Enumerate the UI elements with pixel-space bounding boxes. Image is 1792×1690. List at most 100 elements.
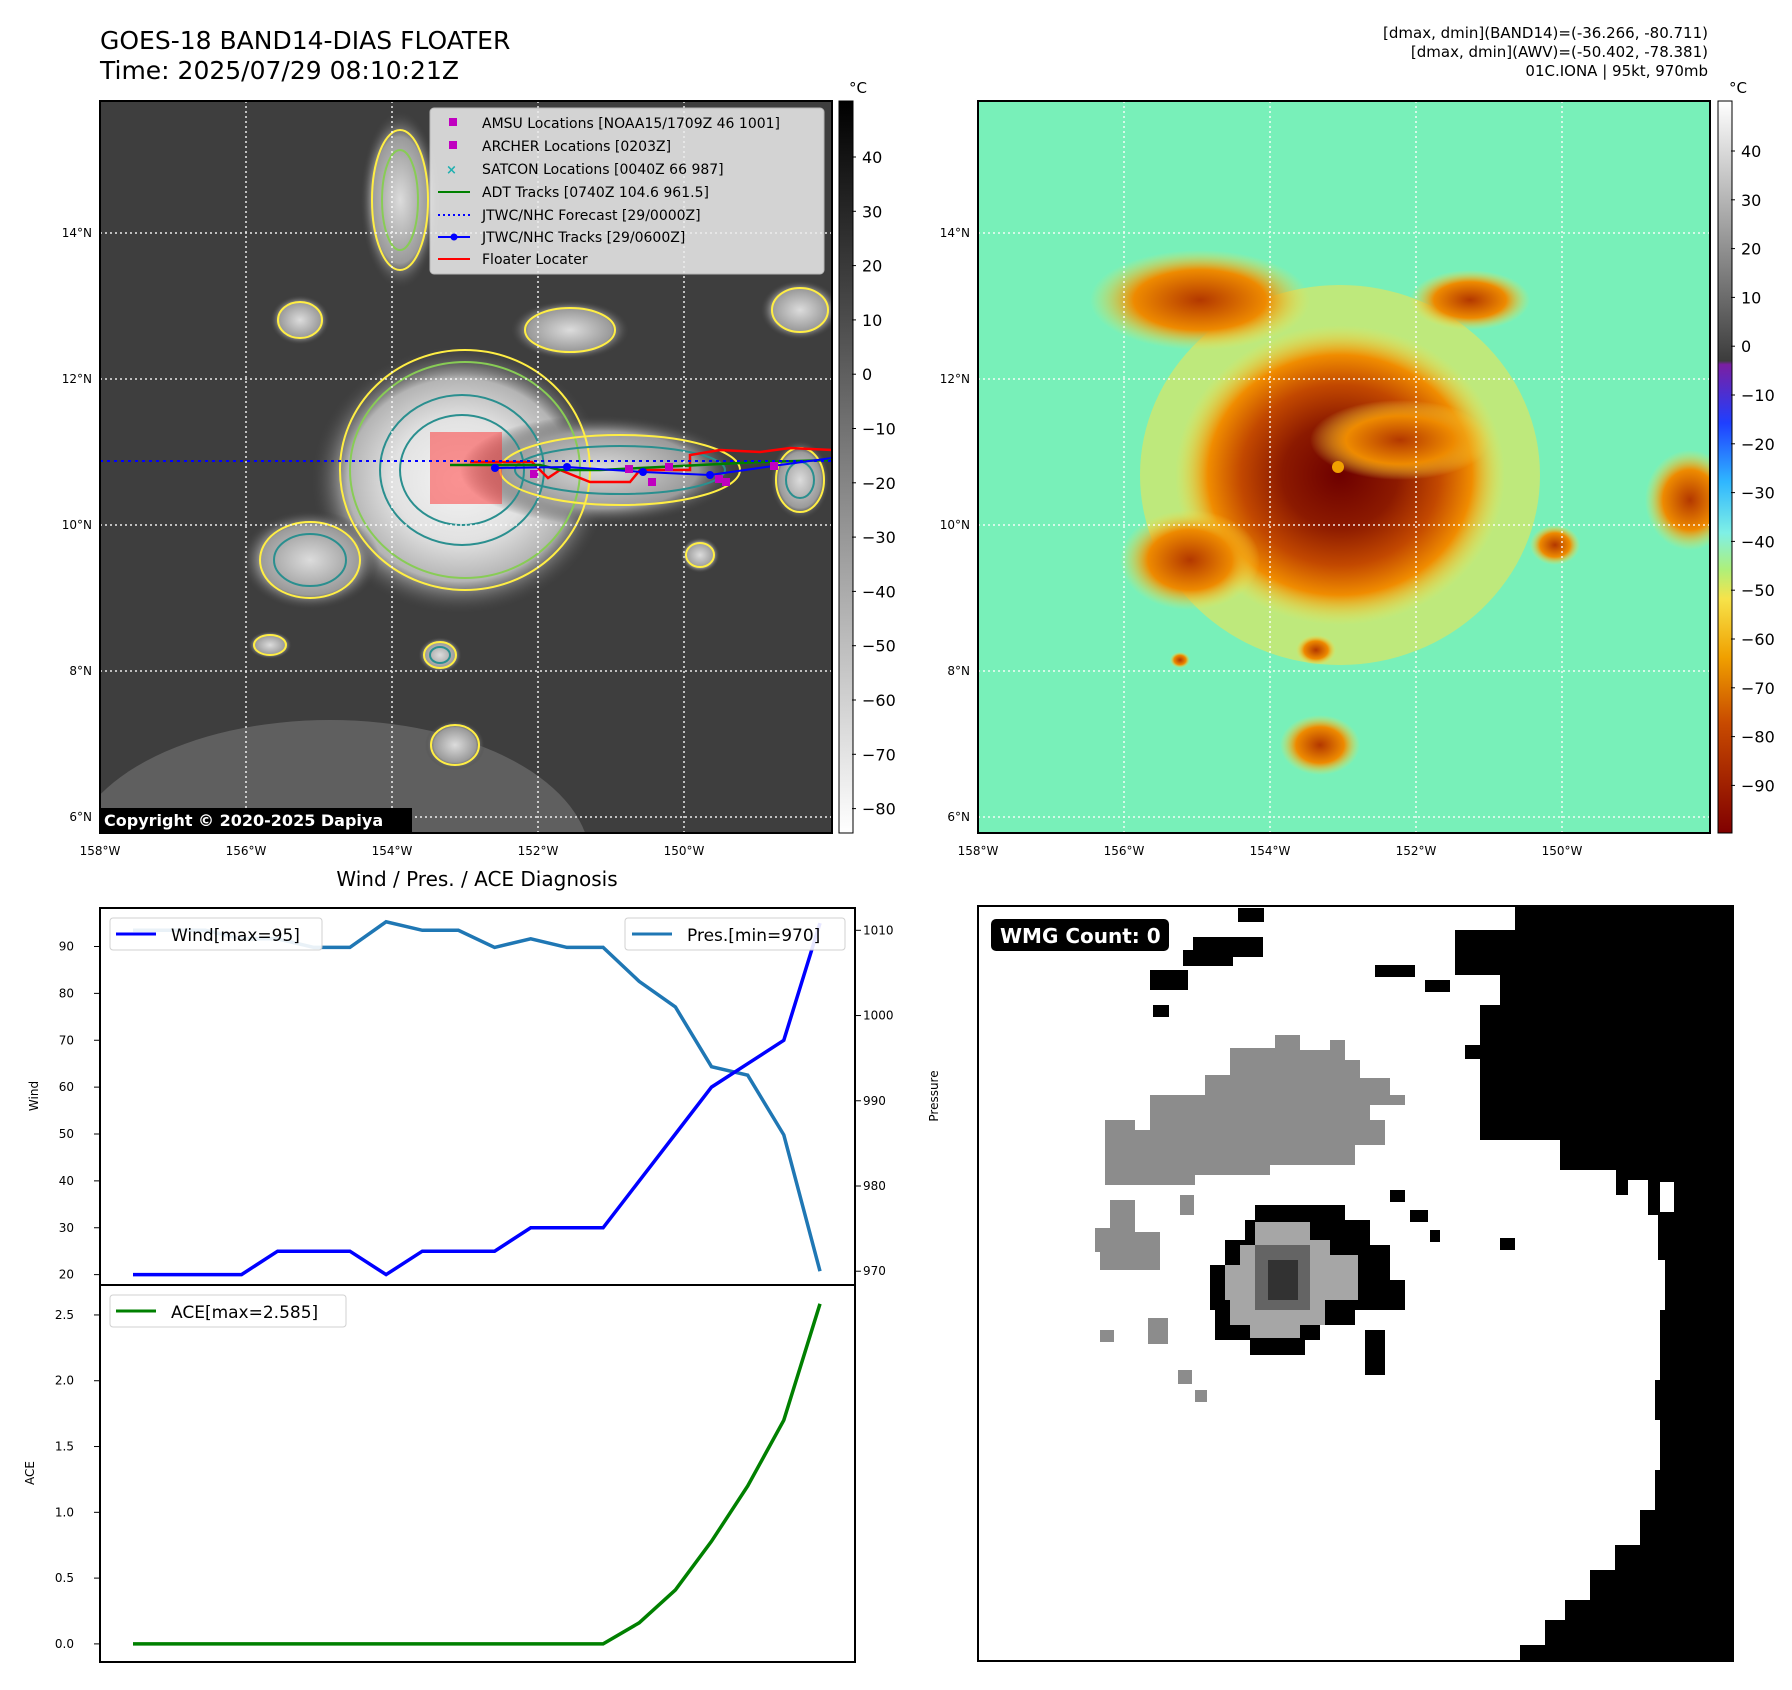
awv-colorbar-label: 10 bbox=[1741, 288, 1761, 307]
awv-lon-label: 150°W bbox=[1542, 844, 1583, 858]
stats-block: [dmax, dmin](BAND14)=(-36.266, -80.711) … bbox=[1383, 24, 1708, 81]
legend-text-forecast: JTWC/NHC Forecast [29/0000Z] bbox=[481, 208, 701, 224]
pressure-ytick-label: 990 bbox=[863, 1094, 886, 1108]
ir-lat-label: 8°N bbox=[69, 664, 92, 678]
stats-storm: 01C.IONA | 95kt, 970mb bbox=[1525, 62, 1708, 80]
ace-ytick-label: 1.5 bbox=[55, 1440, 74, 1454]
stats-band14: [dmax, dmin](BAND14)=(-36.266, -80.711) bbox=[1383, 24, 1708, 42]
wmg-black-specks bbox=[1150, 908, 1568, 1375]
awv-colorbar-label: −60 bbox=[1741, 630, 1775, 649]
ir-lon-label: 152°W bbox=[518, 844, 559, 858]
wind-ytick-label: 50 bbox=[59, 1127, 74, 1141]
ir-colorbar-label: 20 bbox=[862, 257, 882, 276]
awv-colorbar-label: −40 bbox=[1741, 532, 1775, 551]
awv-lat-label: 6°N bbox=[947, 810, 970, 824]
legend-item-0: AMSU Locations [NOAA15/1709Z 46 1001] bbox=[449, 116, 780, 132]
diagnosis-title: Wind / Pres. / ACE Diagnosis bbox=[336, 867, 617, 891]
ir-lon-label: 156°W bbox=[226, 844, 267, 858]
ir-lat-label: 10°N bbox=[62, 518, 92, 532]
legend-text-adt: ADT Tracks [0740Z 104.6 961.5] bbox=[482, 185, 709, 201]
wmg-gray-region bbox=[1105, 1035, 1405, 1185]
awv-gridlines bbox=[978, 101, 1710, 833]
wind-ytick-label: 60 bbox=[59, 1080, 74, 1094]
ir-colorbar-label: −50 bbox=[862, 637, 896, 656]
awv-colorbar-label: 20 bbox=[1741, 240, 1761, 259]
awv-colorbar-label: −20 bbox=[1741, 435, 1775, 454]
ir-colorbar-label: −60 bbox=[862, 691, 896, 710]
awv-colorbar-unit: °C bbox=[1729, 79, 1747, 97]
awv-lat-label: 14°N bbox=[940, 226, 970, 240]
awv-colorbar-label: −30 bbox=[1741, 484, 1775, 503]
pressure-ytick-label: 980 bbox=[863, 1179, 886, 1193]
awv-lat-label: 8°N bbox=[947, 664, 970, 678]
ir-legend: AMSU Locations [NOAA15/1709Z 46 1001] AR… bbox=[429, 107, 825, 275]
legend-item-3: ADT Tracks [0740Z 104.6 961.5] bbox=[438, 185, 709, 201]
ir-colorbar-label: −70 bbox=[862, 745, 896, 764]
wmg-frame bbox=[977, 905, 1734, 1662]
wmg-eye bbox=[1210, 1205, 1405, 1355]
ir-colorbar: °C 40 30 20 10 0 −10 −20 −30 −40 −50 −60 −70 −80 bbox=[838, 79, 896, 834]
ir-lon-label: 158°W bbox=[80, 844, 121, 858]
legend-item-6: Floater Locater bbox=[438, 252, 588, 268]
pressure-ytick-label: 1000 bbox=[863, 1009, 894, 1023]
awv-colorbar-label: 40 bbox=[1741, 142, 1761, 161]
ace-legend-label: ACE[max=2.585] bbox=[171, 1303, 318, 1323]
awv-colorbar-label: −80 bbox=[1741, 728, 1775, 747]
ir-colorbar-label: −40 bbox=[862, 582, 896, 601]
wind-ytick-label: 30 bbox=[59, 1221, 74, 1235]
legend-item-2: × SATCON Locations [0040Z 66 987] bbox=[446, 162, 724, 178]
awv-lat-label: 10°N bbox=[940, 518, 970, 532]
ir-colorbar-label: 10 bbox=[862, 311, 882, 330]
pressure-ytick-label: 1010 bbox=[863, 923, 894, 937]
awv-colorbar-label: −70 bbox=[1741, 679, 1775, 698]
awv-lat-label: 12°N bbox=[940, 372, 970, 386]
legend-text-amsu: AMSU Locations [NOAA15/1709Z 46 1001] bbox=[482, 116, 780, 132]
awv-lon-label: 154°W bbox=[1250, 844, 1291, 858]
ir-colorbar-label: 0 bbox=[862, 365, 872, 384]
ace-ytick-label: 0.0 bbox=[55, 1637, 74, 1651]
ir-lon-label: 150°W bbox=[664, 844, 705, 858]
ir-lon-label: 154°W bbox=[372, 844, 413, 858]
wind-legend: Wind[max=95] bbox=[109, 917, 323, 951]
ir-colorbar-label: −10 bbox=[862, 420, 896, 439]
awv-axis-labels: 158°W 156°W 154°W 152°W 150°W 14°N 12°N … bbox=[940, 226, 1583, 858]
wind-axis-label: Wind bbox=[27, 1081, 41, 1111]
ace-ytick-label: 2.0 bbox=[55, 1374, 74, 1388]
awv-lon-label: 156°W bbox=[1104, 844, 1145, 858]
legend-text-satcon: SATCON Locations [0040Z 66 987] bbox=[482, 162, 724, 178]
pressure-legend: Pres.[min=970] bbox=[624, 917, 846, 951]
ir-colorbar-label: 40 bbox=[862, 148, 882, 167]
ir-colorbar-label: −30 bbox=[862, 528, 896, 547]
wind-ytick-label: 70 bbox=[59, 1033, 74, 1047]
ace-ytick-label: 2.5 bbox=[55, 1308, 74, 1322]
ir-colorbar-label: −20 bbox=[862, 474, 896, 493]
awv-colorbar-label: −90 bbox=[1741, 776, 1775, 795]
awv-colorbar-label: 30 bbox=[1741, 191, 1761, 210]
legend-item-1: ARCHER Locations [0203Z] bbox=[449, 139, 671, 155]
awv-colorbar-label: 0 bbox=[1741, 337, 1751, 356]
awv-colorbar-label: −50 bbox=[1741, 581, 1775, 600]
wind-legend-label: Wind[max=95] bbox=[171, 926, 300, 946]
stats-awv: [dmax, dmin](AWV)=(-50.402, -78.381) bbox=[1410, 43, 1708, 61]
ir-lat-label: 6°N bbox=[69, 810, 92, 824]
awv-frame bbox=[977, 100, 1711, 834]
adt-track bbox=[450, 458, 832, 472]
archer-amsu-markers bbox=[530, 462, 778, 486]
awv-colorbar: °C 40 30 20 10 0 −10 −20 −30 −40 −50 −60 −70 −80 −90 bbox=[1717, 79, 1775, 834]
wmg-count-badge: WMG Count: 0 bbox=[991, 919, 1169, 951]
ir-colorbar-unit: °C bbox=[849, 79, 867, 97]
floater-box bbox=[430, 432, 502, 504]
ace-ytick-label: 0.5 bbox=[55, 1571, 74, 1585]
pressure-axis-label: Pressure bbox=[927, 1070, 941, 1121]
ir-axis-labels: 158°W 156°W 154°W 152°W 150°W 14°N 12°N … bbox=[62, 226, 705, 858]
legend-item-5: JTWC/NHC Tracks [29/0600Z] bbox=[438, 230, 685, 246]
ace-axis-label: ACE bbox=[23, 1461, 37, 1485]
awv-colorbar-label: −10 bbox=[1741, 386, 1775, 405]
chart-time: Time: 2025/07/29 08:10:21Z bbox=[100, 56, 459, 85]
ir-lat-label: 14°N bbox=[62, 226, 92, 240]
ir-lat-label: 12°N bbox=[62, 372, 92, 386]
awv-image-panel bbox=[978, 101, 1710, 833]
ace-series-line bbox=[133, 1303, 822, 1646]
legend-text-archer: ARCHER Locations [0203Z] bbox=[482, 139, 671, 155]
